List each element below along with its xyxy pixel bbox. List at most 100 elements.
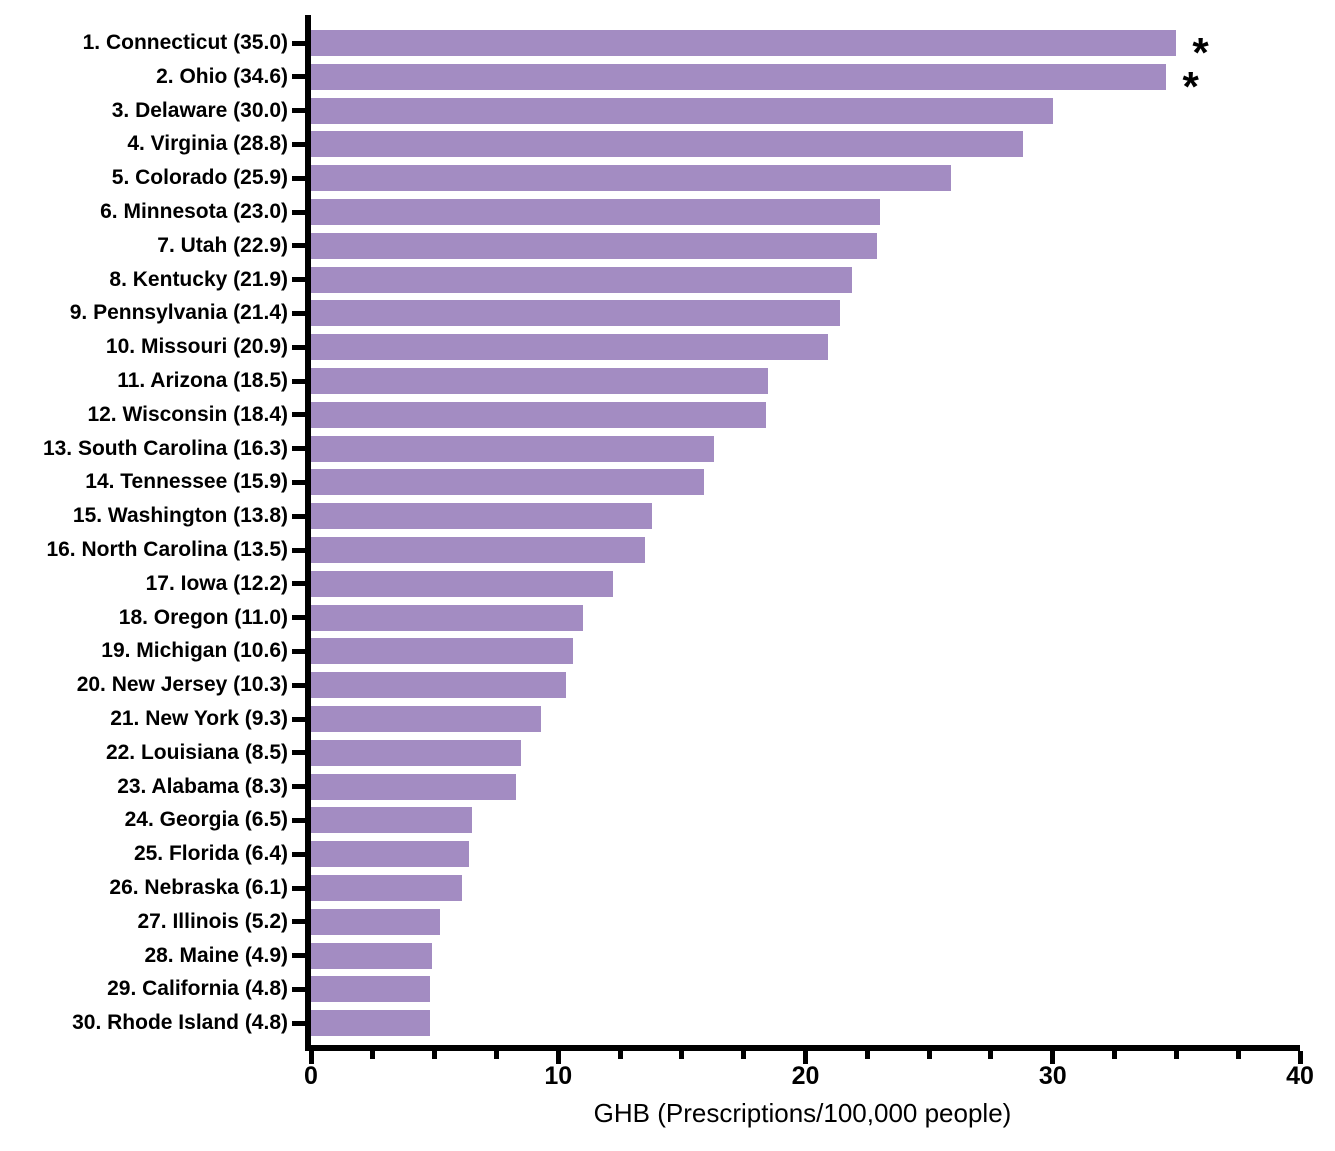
x-axis-minor-tick [1235,1051,1241,1059]
x-axis-minor-tick [679,1051,685,1059]
bar [311,841,470,868]
y-axis-tick [292,953,305,959]
category-label: 10. Missouri (20.9) [105,335,288,359]
y-axis-tick [292,986,305,992]
category-label: 14. Tennessee (15.9) [85,470,288,494]
bar [311,875,462,901]
bar [311,401,766,428]
category-label: 27. Illinois (5.2) [137,909,288,933]
x-axis-major-tick [1297,1051,1303,1064]
y-axis-tick [292,817,305,823]
x-axis-tick-label: 30 [1038,1062,1067,1090]
x-axis-minor-tick [988,1051,994,1059]
y-axis-tick [292,648,305,654]
y-axis-tick [292,40,305,46]
y-axis-tick [292,851,305,857]
y-axis-tick [292,682,305,688]
bar [311,570,613,597]
category-label: 23. Alabama (8.3) [117,774,288,798]
y-axis-tick [292,175,305,181]
category-label: 12. Wisconsin (18.4) [87,402,288,426]
category-label: 21. New York (9.3) [110,707,288,730]
category-label: 16. North Carolina (13.5) [46,538,288,561]
category-label: 18. Oregon (11.0) [118,605,288,629]
x-axis-minor-tick [741,1051,747,1059]
x-axis-minor-tick [926,1051,932,1059]
category-label: 1. Connecticut (35.0) [82,31,288,54]
bar [311,469,705,496]
category-label: 3. Delaware (30.0) [111,98,288,122]
x-axis-tick-label: 10 [544,1062,573,1090]
y-axis-tick [292,344,305,350]
category-label: 29. California (4.8) [107,977,288,1001]
bar [311,773,517,800]
bar [311,368,769,394]
category-label: 30. Rhode Island (4.8) [72,1011,288,1035]
significance-asterisk: * [1182,62,1199,110]
y-axis-tick [292,277,305,283]
x-axis-ticks [308,1051,1303,1065]
x-axis-minor-tick [864,1051,870,1059]
bar [311,131,1024,158]
bar [311,807,472,834]
y-axis-labels: 1. Connecticut (35.0) 2. Ohio (34.6) 3. De… [0,15,288,1045]
category-label: 22. Louisiana (8.5) [105,740,288,764]
bar [311,266,853,293]
x-axis-tick-label: 20 [791,1062,820,1090]
bar [311,942,433,969]
bar [311,97,1053,124]
bar [311,976,430,1003]
category-label: 28. Maine (4.9) [144,943,288,967]
x-axis-minor-tick [1112,1051,1118,1059]
y-axis-tick [292,378,305,384]
significance-asterisk: * [1192,29,1209,76]
category-label: 24. Georgia (6.5) [124,808,288,832]
y-axis-tick [292,243,305,249]
category-label: 4. Virginia (28.8) [127,132,288,156]
bar [311,706,541,732]
bar [311,334,828,361]
y-axis-tick [292,108,305,114]
bar [311,672,566,699]
bar [311,63,1167,90]
category-label: 11. Arizona (18.5) [117,369,288,392]
x-axis-major-tick [555,1051,561,1064]
bar [311,435,715,462]
y-axis-tick [292,547,305,553]
bar [311,1010,430,1037]
y-axis-tick [292,446,305,452]
y-axis-tick [292,750,305,756]
y-axis-tick [292,581,305,587]
x-axis-minor-tick [493,1051,499,1059]
x-axis-title: GHB (Prescriptions/100,000 people) [593,1098,1012,1128]
plot-area: * * [292,15,1300,1051]
bar [311,232,878,259]
y-axis-tick [292,74,305,80]
x-axis-minor-tick [617,1051,623,1059]
y-axis-tick [292,716,305,722]
category-label: 20. New Jersey (10.3) [76,673,288,697]
category-label: 5. Colorado (25.9) [111,166,288,190]
category-label: 2. Ohio (34.6) [156,64,288,88]
category-label: 13. South Carolina (16.3) [42,436,288,460]
y-axis-tick [292,919,305,925]
x-axis-minor-tick [370,1051,376,1059]
bar [311,537,645,563]
x-axis-tick-labels: 0 10 20 30 40 [304,1062,1314,1094]
bar [311,604,583,631]
bar [311,503,653,530]
category-label: 25. Florida (6.4) [133,842,288,866]
x-axis-major-tick [803,1051,808,1064]
y-axis-tick [292,412,305,418]
bar [311,199,880,225]
y-axis-tick [292,885,305,891]
y-axis-tick [292,784,305,790]
bar [311,638,574,665]
x-axis-major-tick [308,1051,314,1064]
category-label: 19. Michigan (10.6) [101,639,288,663]
x-axis-minor-tick [1173,1051,1179,1059]
x-axis-minor-tick [432,1051,438,1059]
y-axis-tick [292,310,305,316]
y-axis-tick [292,479,305,485]
